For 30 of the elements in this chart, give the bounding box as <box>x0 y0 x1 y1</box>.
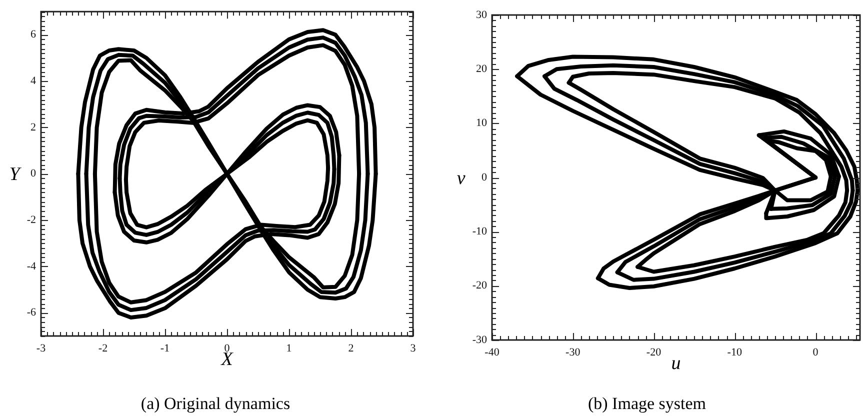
y-tick-label: 4 <box>30 75 36 88</box>
y-tick-label: 10 <box>476 117 488 130</box>
y-tick-label: -2 <box>26 214 36 226</box>
x-tick-label: -10 <box>727 346 742 358</box>
x-axis-title: u <box>671 353 681 374</box>
x-tick-label: -3 <box>36 342 46 354</box>
text: (a) Original dynamics <box>140 394 290 413</box>
y-tick-label: 0 <box>30 168 36 180</box>
y-axis-title: v <box>456 168 466 188</box>
x-tick-label: 3 <box>410 342 416 354</box>
y-tick-label: -6 <box>26 306 36 319</box>
x-tick-label: -2 <box>98 342 108 354</box>
y-tick-label: 2 <box>30 121 36 134</box>
x-tick-label: 0 <box>812 346 819 358</box>
y-axis-title: Y <box>9 164 20 185</box>
x-tick-label: -20 <box>646 346 662 358</box>
y-tick-label: -30 <box>472 334 488 346</box>
y-tick-label: -10 <box>472 226 488 238</box>
text: (b) Image system <box>588 394 706 413</box>
y-tick-label: -20 <box>472 280 488 292</box>
x-tick-label: 1 <box>286 342 292 354</box>
y-tick-label: 20 <box>476 63 488 76</box>
x-tick-label: 2 <box>348 342 354 354</box>
x-tick-label: -30 <box>566 346 581 358</box>
y-tick-label: -4 <box>26 260 36 272</box>
x-tick-label: -1 <box>160 342 170 354</box>
y-tick-label: 6 <box>30 28 36 41</box>
y-tick-label: 30 <box>476 8 488 21</box>
y-tick-label: 0 <box>482 171 488 184</box>
x-tick-label: -40 <box>484 346 500 358</box>
